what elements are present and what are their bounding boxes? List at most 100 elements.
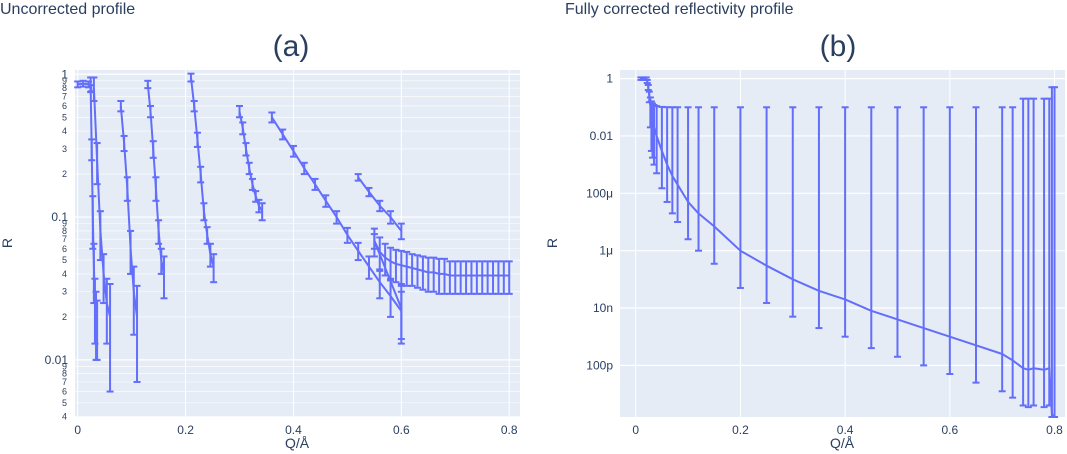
error-bar — [322, 194, 330, 208]
error-bar — [152, 176, 160, 202]
error-bar — [120, 134, 128, 153]
panel-a-data — [74, 72, 513, 393]
y-tick-label: 1μ — [599, 244, 613, 258]
error-bar — [893, 106, 901, 358]
error-bar — [190, 99, 198, 113]
error-bar — [1030, 97, 1038, 407]
y-minor-tick-label: 2 — [62, 169, 67, 179]
error-bar — [365, 186, 373, 198]
error-bar — [333, 210, 341, 225]
error-bar — [370, 227, 378, 258]
error-bar — [300, 161, 308, 176]
error-bar — [258, 202, 266, 222]
error-bar — [197, 165, 205, 184]
y-minor-tick-label: 5 — [62, 255, 67, 265]
y-minor-tick-label: 7 — [62, 91, 67, 101]
y-minor-tick-label: 5 — [62, 398, 67, 408]
error-bar — [236, 104, 244, 119]
error-bar — [289, 144, 297, 158]
y-minor-tick-label: 7 — [62, 234, 67, 244]
panel-a-title: Uncorrected profile — [0, 1, 135, 18]
y-minor-tick-label: 9 — [62, 361, 67, 371]
y-minor-tick-label: 4 — [62, 412, 67, 422]
y-minor-tick-label: 8 — [62, 83, 67, 93]
error-bar — [90, 76, 98, 102]
panel-a-y-label: R — [0, 238, 15, 248]
panel-a-plot-area — [75, 70, 520, 417]
y-tick-label: 1 — [606, 72, 613, 86]
y-tick-label: 0.01 — [590, 129, 614, 143]
y-minor-tick-label: 7 — [62, 377, 67, 387]
error-bar — [643, 78, 651, 85]
error-bar — [430, 256, 438, 293]
error-bar — [311, 177, 319, 191]
y-tick-label: 100p — [586, 358, 613, 372]
panel-b: Fully corrected reflectivity profile (b)… — [544, 1, 1065, 451]
y-tick-label: 10n — [593, 301, 613, 315]
y-minor-tick-label: 9 — [62, 76, 67, 86]
error-bar — [376, 236, 384, 272]
error-bar — [93, 142, 101, 186]
error-bar — [147, 104, 155, 119]
x-tick-label: 0.4 — [837, 423, 854, 437]
x-tick-label: 0.6 — [941, 423, 958, 437]
error-bar — [123, 176, 131, 202]
error-bar — [841, 106, 849, 338]
error-bar — [736, 106, 744, 289]
x-tick-label: 0.2 — [177, 423, 194, 437]
error-bar — [946, 106, 954, 376]
error-bar — [710, 106, 718, 265]
y-minor-tick-label: 8 — [62, 369, 67, 379]
error-bar — [419, 255, 427, 291]
y-tick-label: 0.1 — [51, 210, 68, 224]
error-bar — [279, 128, 287, 141]
panel-b-x-label: Q/Å — [830, 435, 855, 451]
error-bar — [354, 173, 362, 182]
panel-b-data — [637, 76, 1059, 418]
x-tick-label: 0.4 — [285, 423, 302, 437]
error-bar — [106, 282, 114, 393]
y-tick-label: 0.01 — [45, 353, 69, 367]
panel-b-tag: (b) — [820, 30, 857, 63]
x-tick-label: 0.8 — [1046, 423, 1063, 437]
error-bar — [381, 242, 389, 277]
error-bar — [242, 142, 250, 157]
error-bar — [248, 177, 256, 191]
error-bar — [239, 121, 247, 136]
error-bar — [387, 210, 395, 225]
error-bar — [998, 106, 1006, 393]
error-bar — [149, 140, 157, 159]
error-bar — [210, 253, 218, 284]
error-bar — [376, 199, 384, 213]
error-bar — [397, 249, 405, 285]
x-tick-label: 0.2 — [732, 423, 749, 437]
error-bar — [343, 226, 351, 244]
y-minor-tick-label: 3 — [62, 144, 67, 154]
error-bar — [397, 222, 405, 241]
y-minor-tick-label: 3 — [62, 287, 67, 297]
error-bar — [187, 72, 195, 83]
error-bar — [972, 106, 980, 384]
error-bar — [414, 254, 422, 289]
panel-a-x-ticks: 0 0.2 0.4 0.6 0.8 — [74, 423, 518, 437]
error-bar — [155, 219, 163, 245]
error-bar — [89, 195, 97, 250]
error-bar — [1009, 106, 1017, 399]
error-bar — [117, 99, 125, 113]
x-tick-label: 0 — [74, 423, 81, 437]
x-tick-label: 0 — [632, 423, 639, 437]
error-bar — [144, 79, 152, 90]
error-bar — [88, 138, 96, 162]
panel-a: Uncorrected profile (a) 0 0.2 0.4 0.6 0.8 98… — [0, 1, 520, 451]
x-tick-label: 0.6 — [393, 423, 410, 437]
x-tick-label: 0.8 — [501, 423, 518, 437]
y-minor-tick-label: 6 — [62, 101, 67, 111]
error-bar — [200, 202, 208, 222]
panel-a-tag: (a) — [273, 30, 310, 63]
y-minor-tick-label: 4 — [62, 126, 67, 136]
error-bar — [245, 161, 253, 176]
y-tick-label: 100μ — [586, 186, 613, 200]
error-bar — [505, 260, 513, 295]
